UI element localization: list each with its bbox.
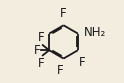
Text: NH₂: NH₂ (84, 26, 107, 40)
Text: F: F (34, 44, 40, 57)
Text: F: F (38, 31, 45, 44)
Text: F: F (38, 57, 45, 70)
Text: F: F (79, 56, 86, 69)
Text: F: F (60, 7, 67, 20)
Text: F: F (57, 64, 64, 77)
